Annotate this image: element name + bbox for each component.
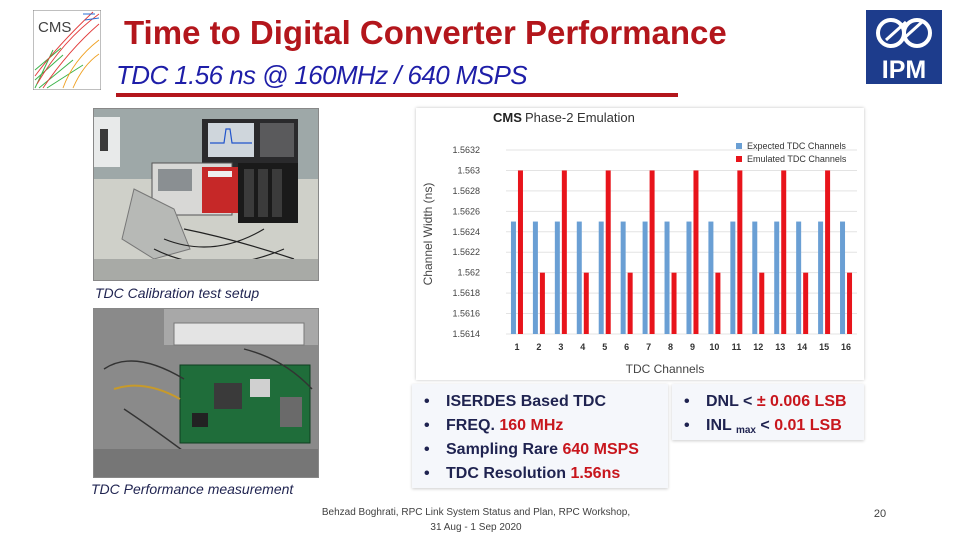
slide-number: 20: [873, 508, 887, 520]
chart-legend: Expected TDC Channels Emulated TDC Chann…: [736, 141, 847, 164]
bar-emulated: [737, 170, 743, 334]
chart-y-axis-label: Channel Width (ns): [421, 183, 435, 286]
bar-expected: [708, 221, 714, 334]
bar-emulated: [715, 272, 721, 334]
bar-emulated: [539, 272, 545, 334]
bar-emulated: [627, 272, 633, 334]
chart-x-tick-label: 7: [646, 342, 651, 352]
bar-emulated: [649, 170, 655, 334]
chart-y-tick-label: 1.5616: [452, 309, 480, 319]
chart-y-tick-label: 1.5624: [452, 227, 480, 237]
chart-title: Phase-2 Emulation: [525, 110, 635, 125]
chart-y-tick-label: 1.5618: [452, 288, 480, 298]
bullet-resolution: • TDC Resolution 1.56ns: [424, 465, 621, 482]
cms-logo: CMS: [33, 10, 101, 90]
ipm-logo: IPM: [866, 10, 942, 84]
channel-width-chart: 1.5632 1.563 1.5628 1.5626 1.5624 1.5622 1.562…: [416, 108, 864, 380]
ipm-logo-text: IPM: [882, 56, 926, 84]
bar-expected: [576, 221, 582, 334]
cms-logo-text: CMS: [38, 19, 71, 36]
bar-expected: [840, 221, 846, 334]
bar-emulated: [517, 170, 523, 334]
chart-x-tick-label: 6: [624, 342, 629, 352]
legend-label-expected: Expected TDC Channels: [747, 141, 846, 151]
chart-y-tick-label: 1.5622: [452, 247, 480, 257]
chart-x-tick-label: 12: [753, 342, 763, 352]
bar-expected: [664, 221, 670, 334]
chart-y-tick-label: 1.5614: [452, 329, 480, 339]
bar-expected: [532, 221, 538, 334]
bar-expected: [598, 221, 604, 334]
legend-swatch-expected: [736, 143, 742, 149]
legend-swatch-emulated: [736, 156, 742, 162]
chart-x-tick-label: 16: [841, 342, 851, 352]
chart-x-tick-label: 2: [536, 342, 541, 352]
chart-y-tick-label: 1.5628: [452, 186, 480, 196]
chart-x-tick-label: 14: [797, 342, 807, 352]
bar-emulated: [605, 170, 611, 334]
legend-label-emulated: Emulated TDC Channels: [747, 154, 847, 164]
bar-emulated: [781, 170, 787, 334]
footer-line-2: 31 Aug - 1 Sep 2020: [430, 522, 522, 533]
photo2-caption: TDC Performance measurement: [91, 481, 294, 497]
chart-x-axis-label: TDC Channels: [626, 362, 705, 376]
bar-expected: [642, 221, 648, 334]
bar-emulated: [693, 170, 699, 334]
chart-x-tick-label: 15: [819, 342, 829, 352]
subtitle-underline: [116, 93, 678, 97]
bullet-inl: • INL max < 0.01 LSB: [684, 417, 842, 436]
chart-x-tick-label: 10: [709, 342, 719, 352]
bar-expected: [730, 221, 736, 334]
chart-title-prefix: CMS: [493, 110, 522, 125]
footer-citation: Behzad Boghrati, RPC Link System Status …: [290, 505, 662, 535]
photo1-caption: TDC Calibration test setup: [95, 285, 260, 301]
bar-expected: [620, 221, 626, 334]
chart-x-tick-label: 13: [775, 342, 785, 352]
chart-svg: 1.56321.5631.56281.56261.56241.56221.562…: [421, 110, 857, 376]
chart-x-tick-label: 1: [514, 342, 519, 352]
bar-emulated: [825, 170, 831, 334]
bar-emulated: [671, 272, 677, 334]
bullet-sampling-rate: • Sampling Rare 640 MSPS: [424, 441, 639, 458]
bar-expected: [554, 221, 560, 334]
bar-expected: [752, 221, 758, 334]
chart-x-tick-label: 4: [580, 342, 585, 352]
chart-x-tick-label: 5: [602, 342, 607, 352]
bullet-iserdes: • ISERDES Based TDC: [424, 393, 607, 410]
bar-expected: [774, 221, 780, 334]
chart-x-tick-label: 9: [690, 342, 695, 352]
bar-emulated: [847, 272, 853, 334]
bar-emulated: [561, 170, 567, 334]
chart-y-tick-label: 1.562: [457, 268, 480, 278]
bullet-frequency: • FREQ. 160 MHz: [424, 417, 564, 434]
bar-expected: [796, 221, 802, 334]
linearity-bullet-box: • DNL < ± 0.006 LSB • INL max < 0.01 LSB: [672, 384, 864, 440]
chart-x-tick-label: 3: [558, 342, 563, 352]
chart-x-tick-label: 11: [732, 342, 742, 352]
bar-expected: [818, 221, 824, 334]
footer-line-1: Behzad Boghrati, RPC Link System Status …: [321, 507, 631, 518]
slide-subtitle: TDC 1.56 ns @ 160MHz / 640 MSPS: [116, 60, 528, 90]
chart-y-tick-label: 1.5632: [452, 145, 480, 155]
slide-title: Time to Digital Converter Performance: [124, 14, 727, 51]
specs-bullet-box: • ISERDES Based TDC • FREQ. 160 MHz • Sampl…: [412, 384, 668, 488]
photo-calibration-setup: [93, 108, 319, 281]
chart-y-tick-label: 1.5626: [452, 206, 480, 216]
bar-expected: [510, 221, 516, 334]
chart-x-tick-label: 8: [668, 342, 673, 352]
bar-emulated: [583, 272, 589, 334]
chart-y-tick-label: 1.563: [457, 165, 480, 175]
bar-emulated: [803, 272, 809, 334]
bar-expected: [686, 221, 692, 334]
photo-performance-measurement: [93, 308, 319, 478]
bar-emulated: [759, 272, 765, 334]
bullet-dnl: • DNL < ± 0.006 LSB: [684, 393, 847, 410]
